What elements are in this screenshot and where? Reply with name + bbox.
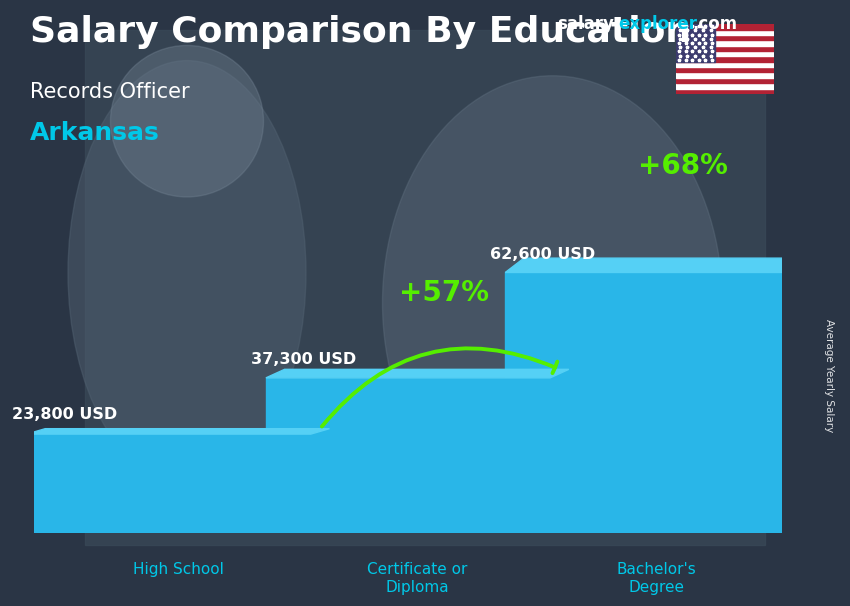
Ellipse shape [110, 45, 264, 197]
Text: +57%: +57% [399, 279, 489, 307]
Bar [676, 62, 774, 67]
Ellipse shape [68, 61, 306, 485]
Text: .com: .com [693, 15, 738, 33]
Bar [676, 24, 715, 62]
Text: salary: salary [557, 15, 614, 33]
Bar [505, 273, 790, 533]
Bar [26, 434, 311, 533]
Text: Average Yearly Salary: Average Yearly Salary [824, 319, 834, 432]
Text: Certificate or
Diploma: Certificate or Diploma [367, 562, 468, 595]
Bar [676, 73, 774, 78]
Text: Arkansas: Arkansas [30, 121, 160, 145]
Bar [676, 45, 774, 51]
Ellipse shape [382, 76, 722, 530]
Text: 37,300 USD: 37,300 USD [251, 353, 356, 367]
Text: 23,800 USD: 23,800 USD [12, 407, 116, 422]
Bar [676, 56, 774, 62]
Polygon shape [26, 428, 330, 434]
Bar [676, 51, 774, 56]
Text: 62,600 USD: 62,600 USD [490, 247, 596, 262]
Text: +68%: +68% [638, 153, 728, 181]
Bar [266, 378, 550, 533]
Bar [676, 67, 774, 73]
Text: Salary Comparison By Education: Salary Comparison By Education [30, 15, 691, 49]
Text: Records Officer: Records Officer [30, 82, 190, 102]
Text: High School: High School [133, 562, 224, 578]
Text: Bachelor's
Degree: Bachelor's Degree [617, 562, 697, 595]
Bar [676, 41, 774, 45]
Bar [676, 78, 774, 83]
Bar [85, 30, 765, 545]
Polygon shape [311, 428, 330, 533]
Bar [676, 24, 774, 30]
Polygon shape [505, 258, 808, 273]
Text: explorer: explorer [618, 15, 697, 33]
Bar [676, 88, 774, 94]
Bar [676, 35, 774, 41]
Bar [676, 83, 774, 88]
Bar [676, 30, 774, 35]
Polygon shape [790, 258, 808, 533]
Polygon shape [550, 369, 569, 533]
Polygon shape [266, 369, 569, 378]
